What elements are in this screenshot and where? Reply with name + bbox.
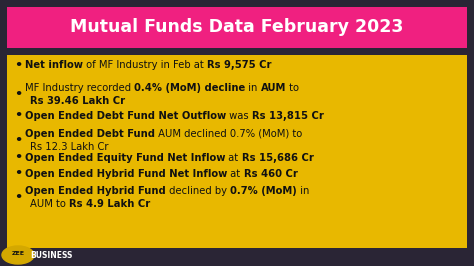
Text: of MF Industry in Feb at: of MF Industry in Feb at [83,60,207,70]
Text: Rs 9,575 Cr: Rs 9,575 Cr [207,60,272,70]
Text: •: • [14,88,22,101]
Text: •: • [14,168,22,181]
Text: MF Industry recorded: MF Industry recorded [25,83,134,93]
FancyBboxPatch shape [7,7,467,48]
Text: •: • [14,134,22,147]
Text: •: • [14,152,22,164]
Text: in: in [297,186,309,196]
Text: Net inflow: Net inflow [25,60,83,70]
Text: 0.7% (MoM): 0.7% (MoM) [230,186,297,196]
Text: Rs 15,686 Cr: Rs 15,686 Cr [242,153,314,163]
Text: Open Ended Hybrid Fund: Open Ended Hybrid Fund [25,186,166,196]
Text: 0.4% (MoM) decline: 0.4% (MoM) decline [134,83,246,93]
Text: AUM: AUM [261,83,286,93]
Text: was: was [226,111,252,121]
Text: Rs 13,815 Cr: Rs 13,815 Cr [252,111,324,121]
Text: BUSINESS: BUSINESS [30,251,73,260]
Text: Rs 39.46 Lakh Cr: Rs 39.46 Lakh Cr [30,96,125,106]
Text: declined by: declined by [166,186,230,196]
Text: at: at [228,169,244,179]
FancyBboxPatch shape [7,55,467,248]
Text: to: to [286,83,300,93]
Text: Rs 12.3 Lakh Cr: Rs 12.3 Lakh Cr [30,142,109,152]
Text: Mutual Funds Data February 2023: Mutual Funds Data February 2023 [70,19,404,36]
Text: ZEE: ZEE [11,251,25,256]
Text: Open Ended Debt Fund: Open Ended Debt Fund [25,129,155,139]
Text: •: • [14,59,22,72]
Text: AUM to: AUM to [30,199,69,209]
Text: Rs 4.9 Lakh Cr: Rs 4.9 Lakh Cr [69,199,150,209]
Text: •: • [14,110,22,123]
Text: at: at [226,153,242,163]
Circle shape [2,246,34,264]
Text: •: • [14,191,22,204]
Text: AUM declined 0.7% (MoM) to: AUM declined 0.7% (MoM) to [155,129,302,139]
Text: Open Ended Debt Fund Net Outflow: Open Ended Debt Fund Net Outflow [25,111,226,121]
Text: Open Ended Hybrid Fund Net Inflow: Open Ended Hybrid Fund Net Inflow [25,169,228,179]
Text: in: in [246,83,261,93]
Text: Rs 460 Cr: Rs 460 Cr [244,169,298,179]
Text: Open Ended Equity Fund Net Inflow: Open Ended Equity Fund Net Inflow [25,153,226,163]
